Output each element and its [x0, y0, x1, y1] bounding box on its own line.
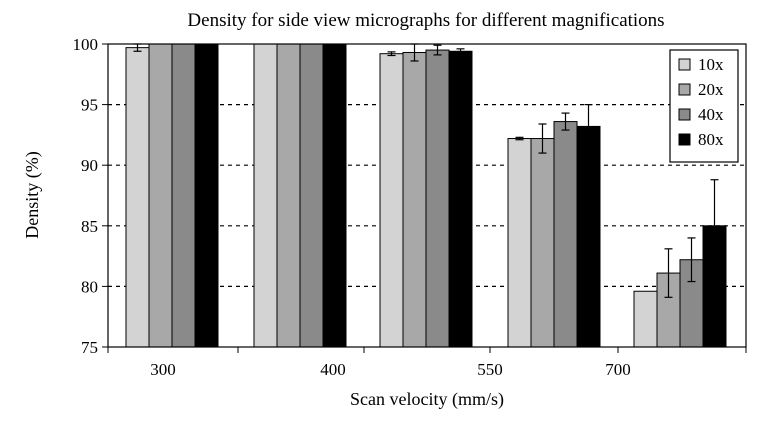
bar-20x	[148, 43, 173, 348]
bar-40x	[171, 43, 196, 348]
bar-20x	[276, 43, 301, 348]
y-tick-label: 85	[81, 217, 98, 236]
bar-80x	[322, 43, 347, 348]
legend-label: 20x	[698, 80, 724, 99]
bar-10x	[125, 47, 150, 348]
bar-80x	[576, 125, 601, 348]
bar-20x	[402, 51, 427, 348]
y-tick-label: 90	[81, 156, 98, 175]
legend-label: 10x	[698, 55, 724, 74]
bar-80x	[448, 50, 473, 348]
legend: 10x 20x 40x 80x	[669, 49, 739, 163]
x-axis-label: Scan velocity (mm/s)	[350, 389, 504, 410]
x-tick-label: 400	[320, 360, 346, 379]
bar-10x	[633, 290, 658, 348]
plot-frame	[107, 43, 747, 348]
y-axis-label: Density (%)	[22, 151, 43, 238]
chart-title: Density for side view micrographs for di…	[187, 10, 664, 31]
legend-swatch	[678, 58, 691, 71]
legend-label: 40x	[698, 105, 724, 124]
bar-10x	[507, 138, 532, 348]
bar-20x	[530, 138, 555, 348]
y-tick-label: 100	[73, 35, 99, 54]
x-tick-label: 700	[605, 360, 631, 379]
y-tick-label: 80	[81, 277, 98, 296]
y-tick-label: 95	[81, 96, 98, 115]
bar-10x	[253, 43, 278, 348]
legend-label: 80x	[698, 130, 724, 149]
bar-10x	[379, 53, 404, 348]
legend-swatch	[678, 108, 691, 121]
plot-area: 75 80 85 90 95 100 300 400 550 700	[73, 35, 747, 379]
x-tick-label: 300	[150, 360, 176, 379]
bar-40x	[425, 49, 450, 348]
legend-swatch	[678, 83, 691, 96]
x-tick-label: 550	[477, 360, 503, 379]
legend-swatch	[678, 133, 691, 146]
bar-40x	[553, 121, 578, 348]
y-tick-label: 75	[81, 338, 98, 357]
bar-80x	[194, 43, 219, 348]
bar-40x	[299, 43, 324, 348]
